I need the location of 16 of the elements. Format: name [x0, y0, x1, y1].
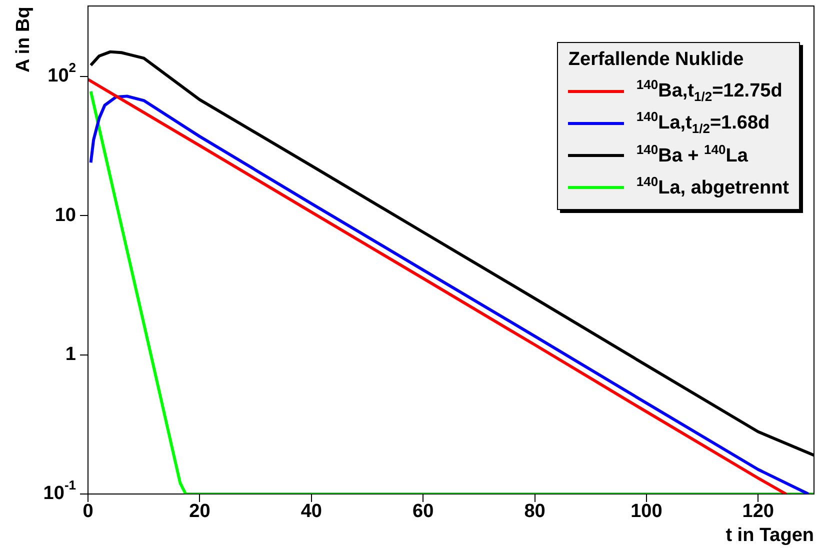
x-tick-label: 20 [189, 501, 210, 522]
y-tick-label: 1 [65, 344, 76, 366]
legend-label: $^{140}$Ba + $^{140}$La [636, 142, 748, 168]
x-tick-label: 120 [742, 501, 774, 522]
legend-label: $^{140}$La, abgetrennt [636, 174, 789, 200]
x-tick-label: 40 [300, 501, 322, 522]
x-tick-label: 80 [524, 501, 546, 522]
x-tick-label: 0 [82, 501, 94, 522]
y-tick-label: 10 [54, 204, 76, 226]
x-axis-title: t in Tagen [726, 525, 814, 546]
x-tick-label: 60 [412, 501, 434, 522]
y-axis-title: A in Bq [13, 6, 34, 72]
legend-title: Zerfallende Nuklide [568, 49, 745, 71]
legend-label: $^{140}$Ba,t$_{1/2}$=12.75d [636, 77, 782, 105]
legend-label: $^{140}$La,t$_{1/2}$=1.68d [636, 109, 770, 137]
x-tick-label: 100 [630, 501, 662, 522]
